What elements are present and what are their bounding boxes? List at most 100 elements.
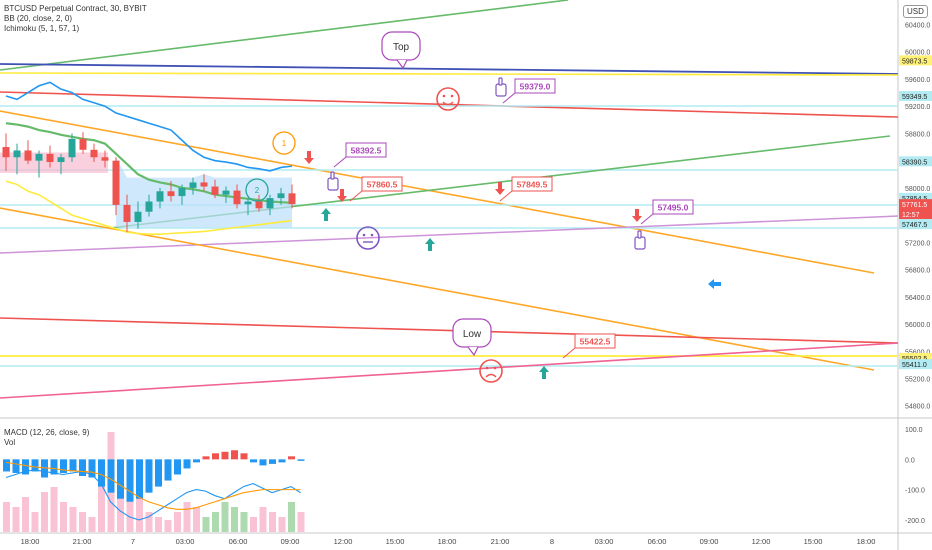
- volume-bar: [221, 502, 229, 532]
- arrow-left-icon: [708, 279, 721, 289]
- bb-lower-band: [5, 180, 293, 235]
- price-label: 57467.5: [902, 222, 927, 229]
- price-note-pointer: [640, 213, 654, 225]
- candle-body: [101, 157, 109, 161]
- sad-face-icon-eye: [493, 366, 497, 370]
- circle-number: 1: [282, 139, 287, 148]
- x-tick-label: 7: [131, 537, 135, 546]
- volume-bar: [269, 512, 276, 532]
- price-note-box: [345, 142, 387, 158]
- price-label-bg: [899, 156, 932, 167]
- macd-histogram-bar: [240, 453, 248, 460]
- volume-bar: [240, 512, 248, 532]
- arrow-up-icon: [425, 238, 435, 251]
- volume-bar: [69, 507, 77, 532]
- macd-histogram-bar: [60, 459, 67, 473]
- volume-bar: [98, 472, 105, 532]
- trendline-orange-2: [0, 207, 875, 371]
- macd-histogram-bar: [107, 459, 115, 493]
- macd-histogram-bar: [79, 459, 86, 476]
- price-label: 57761.5: [902, 202, 927, 209]
- macd-histogram-bar: [164, 459, 172, 481]
- candle-body: [200, 182, 208, 187]
- y-tick-label: 58000.0: [905, 186, 930, 193]
- signal-line: [5, 461, 301, 510]
- trendline-orange-1: [0, 110, 875, 274]
- candle-body: [178, 187, 186, 197]
- callout-tail: [396, 59, 408, 70]
- volume-bar: [193, 507, 200, 532]
- price-note-text: 57849.5: [517, 180, 548, 190]
- y-tick-label: 60400.0: [905, 23, 930, 30]
- macd-histogram-bar: [145, 459, 153, 493]
- macd-histogram-bar: [269, 459, 276, 464]
- macd-y-tick-label: -100.0: [905, 488, 925, 495]
- volume-bar: [60, 502, 67, 532]
- x-tick-label: 18:00: [438, 537, 457, 546]
- x-tick-label: 12:00: [334, 537, 353, 546]
- pointing-hand-icon: [495, 83, 507, 97]
- x-tick-label: 15:00: [804, 537, 823, 546]
- macd-histogram-bar: [3, 459, 10, 472]
- trendline-green-top: [0, 0, 569, 71]
- volume-bar: [31, 512, 39, 532]
- price-label-bg: [899, 91, 932, 102]
- trendline-pink: [0, 342, 899, 399]
- volume-bar: [155, 517, 162, 532]
- y-tick-label: 56400.0: [905, 295, 930, 302]
- neutral-face-icon-eye: [370, 233, 374, 237]
- volume-bar: [202, 517, 210, 532]
- pointing-hand-icon-finger: [637, 230, 642, 239]
- volume-bar: [50, 487, 58, 532]
- sad-face-icon: [479, 359, 503, 383]
- price-note-box: [361, 176, 403, 192]
- macd-histogram-bar: [12, 459, 20, 473]
- price-label-bg: [899, 359, 932, 370]
- candle-body: [90, 149, 98, 158]
- x-tick-label: 09:00: [281, 537, 300, 546]
- x-tick-label: 15:00: [386, 537, 405, 546]
- neutral-face-icon-eye: [362, 233, 366, 237]
- macd-histogram-bar: [297, 459, 305, 461]
- callout-text: Low: [463, 329, 482, 340]
- bb-legend: BB (20, close, 2, 0): [4, 14, 73, 23]
- callout-tail: [467, 346, 479, 357]
- volume-bar: [231, 507, 238, 532]
- candle-body: [167, 191, 175, 197]
- x-tick-label: 18:00: [857, 537, 876, 546]
- smile-face-icon: [436, 87, 460, 111]
- price-label-bg: [899, 352, 932, 363]
- price-label: 59873.5: [902, 58, 927, 65]
- volume-bar: [145, 512, 153, 532]
- pointing-hand-icon: [327, 177, 339, 191]
- x-tick-label: 8: [550, 537, 554, 546]
- bb-upper-band: [5, 81, 293, 172]
- volume-bar: [278, 517, 286, 532]
- price-note-box: [511, 176, 553, 192]
- price-note-text: 59379.0: [520, 82, 551, 92]
- price-note-text: 58392.5: [351, 146, 382, 156]
- macd-histogram-bar: [98, 459, 105, 487]
- currency-badge[interactable]: USD: [903, 5, 928, 18]
- arrow-down-icon: [304, 151, 314, 164]
- y-tick-label: 58800.0: [905, 131, 930, 138]
- callout-text: Top: [393, 42, 410, 53]
- volume-bar: [136, 497, 143, 532]
- y-tick-label: 55600.0: [905, 349, 930, 356]
- trendline-blue: [0, 63, 899, 75]
- macd-y-tick-label: 100.0: [905, 427, 923, 434]
- volume-bar: [297, 512, 305, 532]
- ichimoku-legend: Ichimoku (5, 1, 57, 1): [4, 24, 80, 33]
- x-tick-label: 06:00: [648, 537, 667, 546]
- macd-histogram-bar: [88, 459, 96, 478]
- price-label: 55411.0: [902, 362, 927, 369]
- neutral-face-icon: [356, 226, 380, 250]
- smile-face-icon-mouth: [442, 101, 454, 106]
- macd-histogram-bar: [212, 453, 219, 460]
- candle-body: [134, 211, 142, 222]
- macd-histogram-bar: [31, 459, 39, 472]
- x-tick-label: 09:00: [700, 537, 719, 546]
- price-note-text: 55422.5: [580, 337, 611, 347]
